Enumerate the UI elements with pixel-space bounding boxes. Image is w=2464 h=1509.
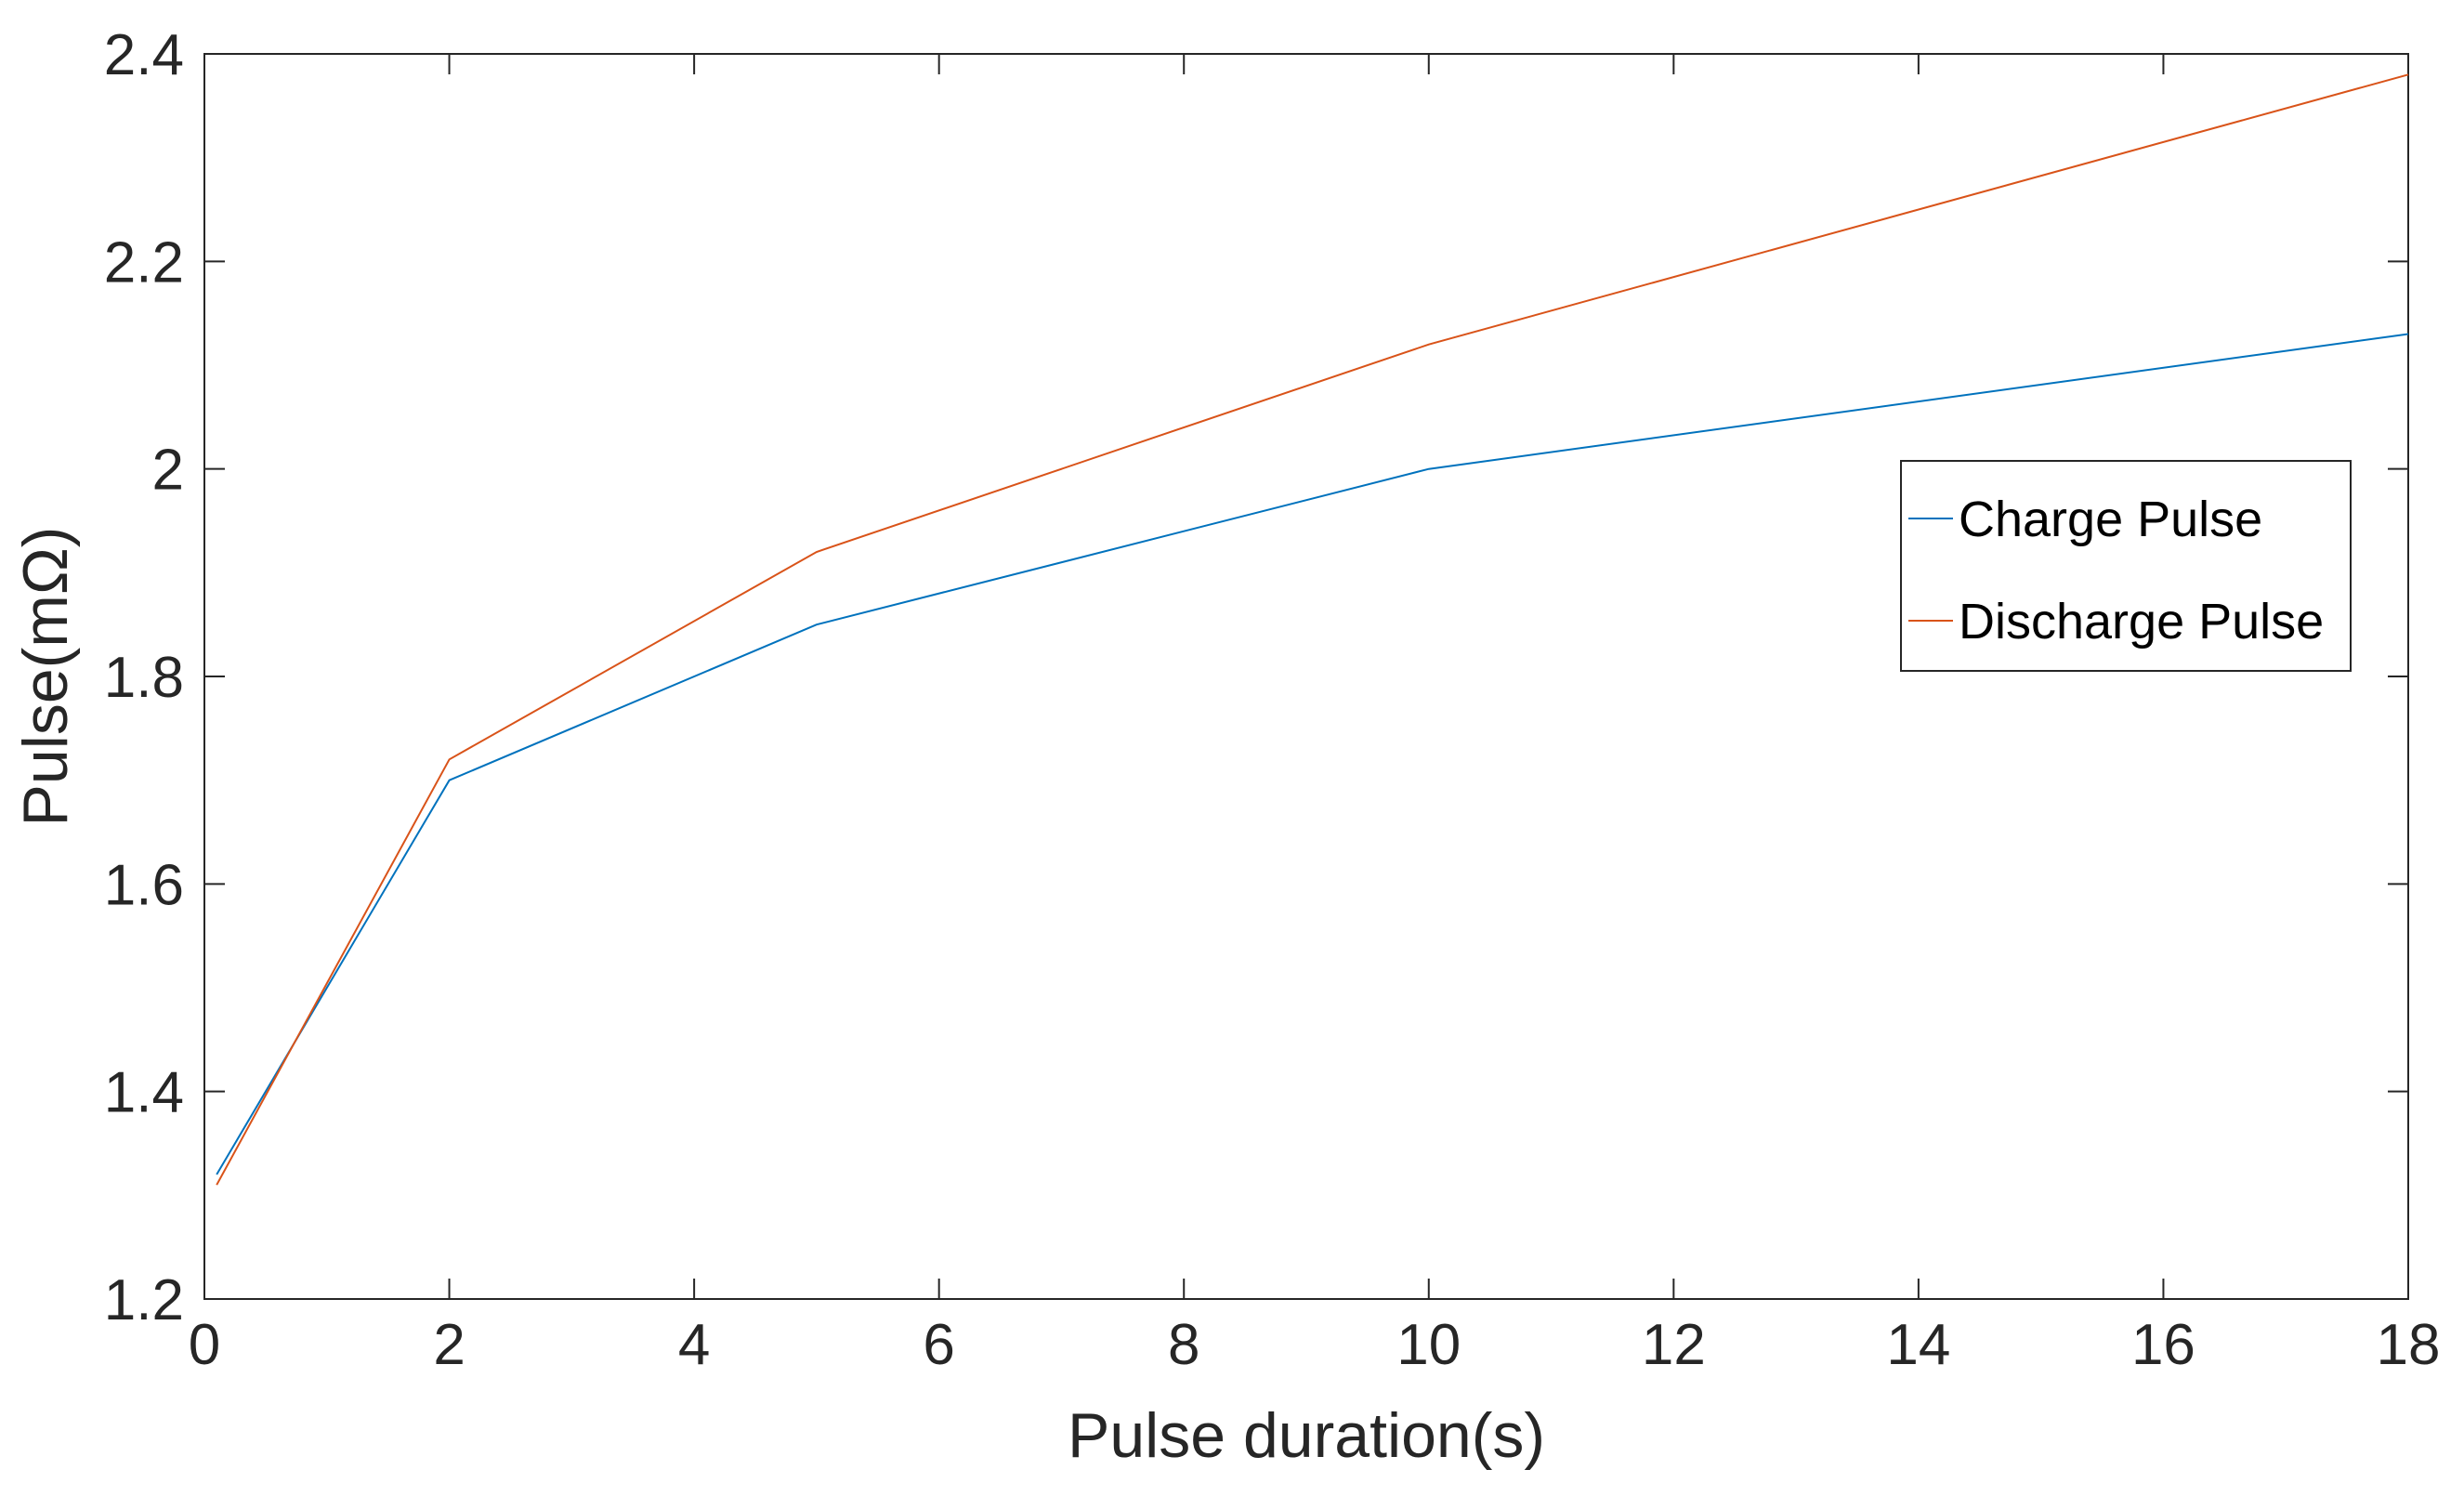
y-tick-label: 1.2 <box>104 1268 184 1332</box>
x-tick-label: 4 <box>678 1313 710 1377</box>
x-tick-label: 16 <box>2131 1313 2195 1377</box>
legend-label-charge-pulse: Charge Pulse <box>1959 492 2262 547</box>
x-axis-title: Pulse duration(s) <box>1068 1400 1545 1471</box>
y-tick-label: 1.4 <box>104 1061 184 1125</box>
y-tick-label: 2 <box>152 439 184 503</box>
y-tick-label: 1.8 <box>104 646 184 710</box>
x-tick-label: 12 <box>1642 1313 1706 1377</box>
x-tick-label: 14 <box>1886 1313 1950 1377</box>
y-tick-label: 2.2 <box>104 230 184 295</box>
x-tick-label: 10 <box>1396 1313 1461 1377</box>
x-tick-label: 18 <box>2377 1313 2441 1377</box>
legend-box <box>1900 460 2352 672</box>
series-layer <box>216 73 2409 1186</box>
series-line-charge-pulse <box>216 333 2409 1175</box>
x-tick-label: 2 <box>433 1313 465 1377</box>
legend: Charge Pulse Discharge Pulse <box>1900 460 2352 672</box>
y-tick-label: 2.4 <box>104 23 184 87</box>
plot-area <box>203 53 2409 1300</box>
series-line-discharge-pulse <box>216 73 2409 1186</box>
x-tick-label: 0 <box>189 1313 220 1377</box>
x-tick-label: 8 <box>1168 1313 1199 1377</box>
y-tick-label: 1.6 <box>104 853 184 917</box>
legend-label-discharge-pulse: Discharge Pulse <box>1959 594 2324 650</box>
x-tick-label: 6 <box>923 1313 954 1377</box>
y-axis-title: Pulse(mΩ) <box>10 527 81 827</box>
axis-ticks: 0 2 4 6 8 10 12 14 16 18 1.2 1.4 1.6 1.8 2 2.2 2.4 <box>104 23 2441 1377</box>
